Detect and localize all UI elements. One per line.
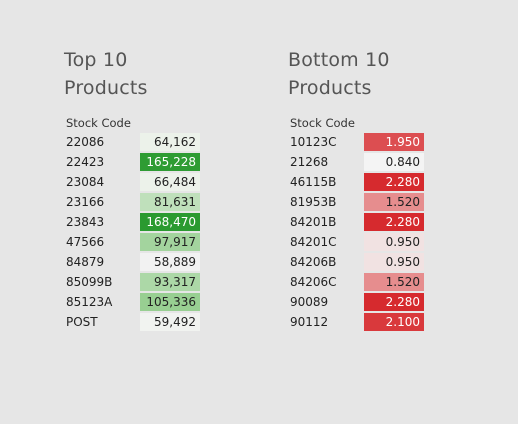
stock-code-label: 21268 [290,155,329,169]
value-cell[interactable]: 58,889 [140,253,200,271]
stock-code-label: 46115B [290,175,337,189]
stock-code-label: 23166 [66,195,105,209]
table-row[interactable]: 47566 97,917 [64,232,200,252]
table-row[interactable]: 21268 0.840 [288,152,424,172]
stock-code-label: 85123A [66,295,113,309]
top-title-line-1: Top 10 [64,49,128,71]
value-cell[interactable]: 2.280 [364,293,424,311]
value-cell[interactable]: 1.520 [364,273,424,291]
stock-code-label: 22423 [66,155,105,169]
table-row[interactable]: POST 59,492 [64,312,200,332]
table-row[interactable]: 84206C 1.520 [288,272,424,292]
bottom-title-line-2: Products [288,77,372,99]
value-cell[interactable]: 165,228 [140,153,200,171]
top-products-panel: Top 10 Products Stock Code 22086 64,162 22… [64,46,200,332]
table-row[interactable]: 85123A 105,336 [64,292,200,312]
table-row[interactable]: 84201C 0.950 [288,232,424,252]
value-cell[interactable]: 59,492 [140,313,200,331]
stock-code-label: 84879 [66,255,105,269]
value-cell[interactable]: 0.950 [364,253,424,271]
value-cell[interactable]: 1.520 [364,193,424,211]
top-column-header[interactable]: Stock Code [66,116,131,130]
top-products-title: Top 10 Products [64,46,148,102]
value-cell[interactable]: 64,162 [140,133,200,151]
table-row[interactable]: 85099B 93,317 [64,272,200,292]
value-cell[interactable]: 81,631 [140,193,200,211]
table-row[interactable]: 46115B 2.280 [288,172,424,192]
stock-code-label: 84201B [290,215,337,229]
value-cell[interactable]: 105,336 [140,293,200,311]
table-row[interactable]: 90089 2.280 [288,292,424,312]
value-cell[interactable]: 93,317 [140,273,200,291]
table-row[interactable]: 22086 64,162 [64,132,200,152]
value-cell[interactable]: 97,917 [140,233,200,251]
table-row[interactable]: 10123C 1.950 [288,132,424,152]
value-cell[interactable]: 2.280 [364,173,424,191]
stock-code-label: 90089 [290,295,329,309]
stock-code-label: POST [66,315,98,329]
value-cell[interactable]: 2.280 [364,213,424,231]
stock-code-label: 81953B [290,195,337,209]
table-row[interactable]: 84879 58,889 [64,252,200,272]
table-row[interactable]: 90112 2.100 [288,312,424,332]
stock-code-label: 85099B [66,275,113,289]
stock-code-label: 47566 [66,235,105,249]
table-row[interactable]: 22423 165,228 [64,152,200,172]
top-products-table: 22086 64,162 22423 165,228 23084 66,484 23166 8… [64,132,200,332]
stock-code-label: 84206C [290,275,337,289]
bottom-title-line-1: Bottom 10 [288,49,390,71]
stock-code-label: 90112 [290,315,329,329]
value-cell[interactable]: 168,470 [140,213,200,231]
stock-code-label: 23843 [66,215,105,229]
bottom-products-panel: Bottom 10 Products Stock Code 10123C 1.95… [288,46,424,332]
table-row[interactable]: 84201B 2.280 [288,212,424,232]
table-row[interactable]: 84206B 0.950 [288,252,424,272]
table-row[interactable]: 23166 81,631 [64,192,200,212]
bottom-column-header[interactable]: Stock Code [290,116,355,130]
top-title-line-2: Products [64,77,148,99]
value-cell[interactable]: 2.100 [364,313,424,331]
bottom-products-table: 10123C 1.950 21268 0.840 46115B 2.280 81953B 1.… [288,132,424,332]
value-cell[interactable]: 0.950 [364,233,424,251]
value-cell[interactable]: 1.950 [364,133,424,151]
stock-code-label: 84201C [290,235,337,249]
table-row[interactable]: 81953B 1.520 [288,192,424,212]
stock-code-label: 84206B [290,255,337,269]
stock-code-label: 22086 [66,135,105,149]
value-cell[interactable]: 66,484 [140,173,200,191]
bottom-products-title: Bottom 10 Products [288,46,390,102]
stock-code-label: 23084 [66,175,105,189]
value-cell[interactable]: 0.840 [364,153,424,171]
stock-code-label: 10123C [290,135,337,149]
table-row[interactable]: 23084 66,484 [64,172,200,192]
table-row[interactable]: 23843 168,470 [64,212,200,232]
